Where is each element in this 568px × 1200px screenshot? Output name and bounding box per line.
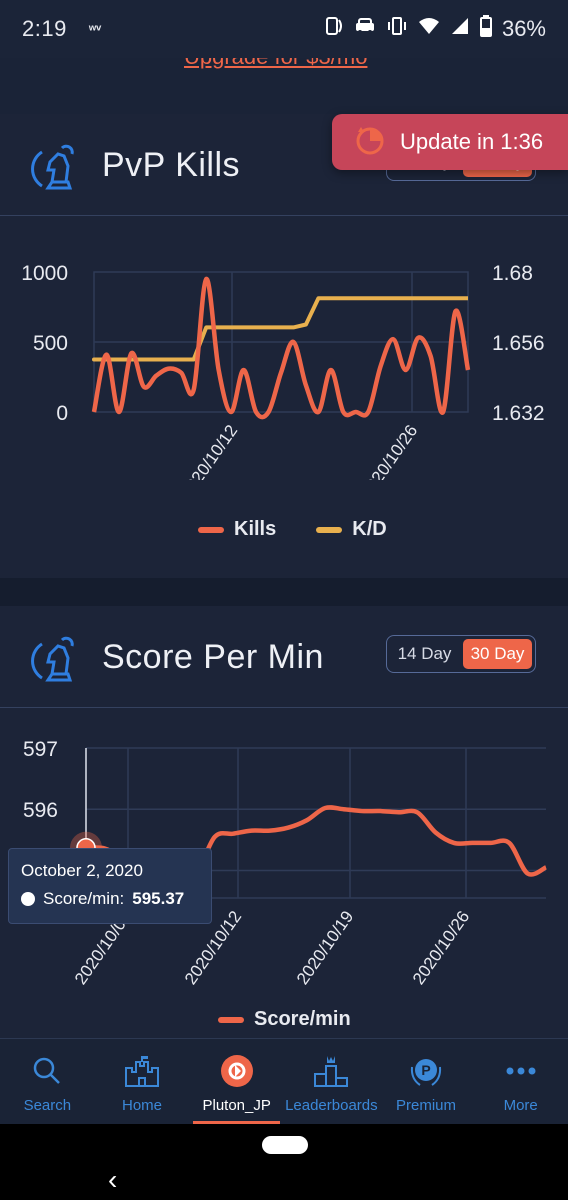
update-timer-text: Update in 1:36	[400, 129, 544, 154]
nav-label: More	[503, 1097, 538, 1114]
more-icon	[501, 1051, 541, 1091]
nav-label: Search	[23, 1097, 72, 1114]
y-right-tick-label: 1.68	[492, 262, 533, 285]
profile-icon	[217, 1051, 257, 1091]
notification-icon: ʷᵛ	[88, 21, 102, 37]
update-timer-badge[interactable]: Update in 1:36	[332, 114, 568, 170]
bottom-navigation: Search Home Pluton_JP Leaderboards P Pre…	[0, 1038, 568, 1124]
status-time: 2:19	[22, 16, 67, 41]
card-header: Score Per Min 14 Day 30 Day	[0, 606, 568, 708]
premium-icon: P	[406, 1051, 446, 1091]
back-chevron-icon[interactable]: ‹	[108, 1164, 118, 1195]
x-tick-label: 2020/10/26	[409, 907, 473, 988]
legend-score-min[interactable]: Score/min	[218, 1008, 351, 1031]
legend-label: K/D	[352, 518, 387, 540]
nav-profile[interactable]: Pluton_JP	[189, 1039, 284, 1124]
search-icon	[27, 1051, 67, 1091]
wifi-icon	[418, 16, 440, 42]
x-tick-label: 2020/10/19	[293, 907, 357, 988]
nav-search[interactable]: Search	[0, 1039, 95, 1124]
signal-icon	[450, 16, 470, 42]
y-tick-label: 597	[23, 738, 58, 761]
legend-label: Kills	[234, 518, 277, 540]
chart-tooltip: October 2, 2020 Score/min: 595.37	[8, 848, 212, 924]
legend-label: Score/min	[254, 1008, 351, 1030]
pvp-kills-chart: 1000 500 0 1.68 1.656 1.632 2020/10/12 2020/10/…	[21, 262, 545, 480]
svg-text:P: P	[421, 1062, 430, 1078]
castle-icon	[122, 1051, 162, 1091]
tooltip-date: October 2, 2020	[21, 861, 143, 880]
tooltip-value: 595.37	[132, 889, 185, 908]
toggle-14-day[interactable]: 14 Day	[397, 644, 452, 663]
chart-legend: Kills K/D	[198, 518, 387, 541]
battery-icon	[479, 15, 492, 43]
knight-icon	[31, 636, 74, 682]
y-right-tick-label: 1.632	[492, 402, 545, 425]
battery-percent: 36%	[501, 16, 546, 41]
previous-card-remnant: Upgrade for $3/mo	[0, 58, 568, 116]
card-title: Score Per Min	[102, 638, 324, 676]
nav-home[interactable]: Home	[95, 1039, 190, 1124]
page: Upgrade for $3/mo Update in 1:36 PvP Kil…	[0, 58, 568, 1038]
tooltip-dot	[21, 892, 35, 906]
kills-series-line	[91, 276, 471, 420]
nav-label: Pluton_JP	[202, 1097, 271, 1114]
legend-swatch	[218, 1016, 244, 1023]
kd-series-line	[92, 296, 468, 362]
legend-swatch	[198, 526, 224, 533]
score-per-min-card: Score Per Min 14 Day 30 Day 597596595202…	[0, 606, 568, 1038]
system-navigation-bar: ‹	[0, 1124, 568, 1200]
y-left-tick-label: 0	[56, 402, 68, 425]
y-right-tick-label: 1.656	[492, 332, 545, 355]
toggle-30-day[interactable]: 30 Day	[463, 639, 532, 669]
nav-label: Premium	[396, 1097, 457, 1114]
tooltip-row: Score/min: 595.37	[21, 889, 199, 909]
nav-more[interactable]: More	[473, 1039, 568, 1124]
status-bar: 2:19 ʷᵛ 36%	[0, 0, 568, 58]
y-left-tick-label: 1000	[21, 262, 68, 285]
home-gesture-pill[interactable]	[262, 1136, 308, 1154]
upgrade-link[interactable]: Upgrade for $3/mo	[184, 58, 367, 70]
chart-legend: Score/min	[218, 1008, 351, 1031]
y-left-tick-label: 500	[33, 332, 68, 355]
tooltip-label: Score/min:	[43, 889, 125, 908]
nav-leaderboards[interactable]: Leaderboards	[284, 1039, 379, 1124]
pvp-kills-card: PvP Kills 14 Day 30 Day 100050001.681.65…	[0, 114, 568, 578]
x-tick-label: 2020/10/12	[177, 421, 241, 480]
nfc-icon	[324, 15, 344, 43]
period-toggle: 14 Day 30 Day	[386, 635, 536, 673]
card-title: PvP Kills	[102, 146, 241, 184]
y-tick-label: 596	[23, 799, 58, 822]
nav-label: Home	[122, 1097, 163, 1114]
nav-premium[interactable]: P Premium	[379, 1039, 474, 1124]
x-tick-label: 2020/10/26	[357, 421, 421, 480]
legend-kills[interactable]: Kills	[198, 518, 276, 541]
car-icon	[354, 16, 376, 42]
knight-icon	[31, 144, 74, 190]
timer-icon	[354, 124, 386, 161]
vibrate-icon	[386, 16, 408, 42]
nav-label: Leaderboards	[285, 1097, 378, 1114]
legend-swatch	[316, 526, 343, 533]
legend-kd[interactable]: K/D	[316, 518, 387, 541]
podium-icon	[311, 1051, 351, 1091]
